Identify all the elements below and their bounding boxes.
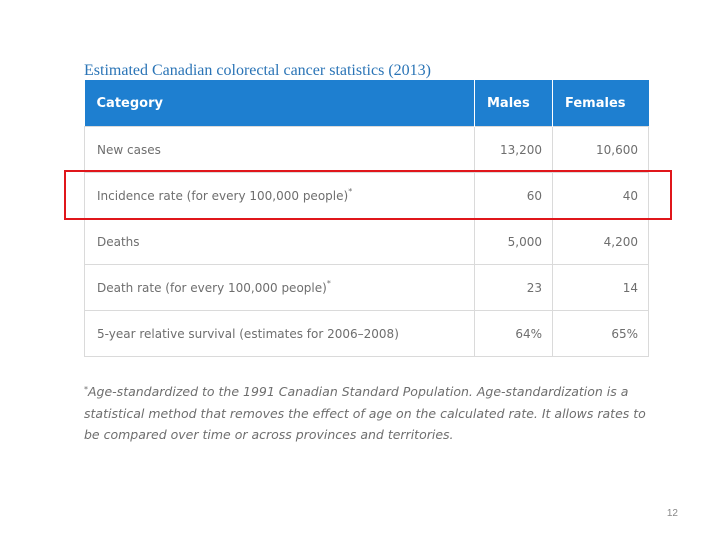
table-row: New cases 13,200 10,600 xyxy=(84,126,649,173)
table-row: Incidence rate (for every 100,000 people… xyxy=(84,172,649,219)
row-category-label: Death rate (for every 100,000 people) xyxy=(97,280,327,295)
statistics-table: Category Males Females New cases 13,200 … xyxy=(84,80,649,357)
row-category: Death rate (for every 100,000 people)* xyxy=(84,264,475,311)
header-category: Category xyxy=(84,80,475,127)
row-category-label: 5-year relative survival (estimates for … xyxy=(97,326,399,341)
row-females-value: 4,200 xyxy=(552,218,649,265)
row-females-value: 10,600 xyxy=(552,126,649,173)
footnote-text: Age-standardized to the 1991 Canadian St… xyxy=(84,384,646,442)
header-females: Females xyxy=(552,80,649,127)
slide-title: Estimated Canadian colorectal cancer sta… xyxy=(84,62,431,79)
row-males-value: 64% xyxy=(474,310,553,357)
table-row: 5-year relative survival (estimates for … xyxy=(84,310,649,357)
row-females-value: 65% xyxy=(552,310,649,357)
row-category: Incidence rate (for every 100,000 people… xyxy=(84,172,475,219)
footnote-marker: * xyxy=(326,278,331,288)
table-header-row: Category Males Females xyxy=(84,80,649,127)
table-row: Death rate (for every 100,000 people)* 2… xyxy=(84,264,649,311)
row-males-value: 5,000 xyxy=(474,218,553,265)
page-number: 12 xyxy=(666,508,678,519)
row-females-value: 40 xyxy=(552,172,649,219)
footnote-marker: * xyxy=(84,385,88,394)
row-category-label: Deaths xyxy=(97,234,140,249)
row-category-label: Incidence rate (for every 100,000 people… xyxy=(97,188,349,203)
row-males-value: 23 xyxy=(474,264,553,311)
incidence-rate-highlight-box xyxy=(64,170,672,220)
row-category-label: New cases xyxy=(97,142,161,157)
footnote-marker: * xyxy=(348,186,353,196)
row-category: New cases xyxy=(84,126,475,173)
row-category: 5-year relative survival (estimates for … xyxy=(84,310,475,357)
footnote: *Age-standardized to the 1991 Canadian S… xyxy=(84,381,664,446)
table-row: Deaths 5,000 4,200 xyxy=(84,218,649,265)
row-males-value: 13,200 xyxy=(474,126,553,173)
row-category: Deaths xyxy=(84,218,475,265)
row-females-value: 14 xyxy=(552,264,649,311)
header-males: Males xyxy=(474,80,553,127)
